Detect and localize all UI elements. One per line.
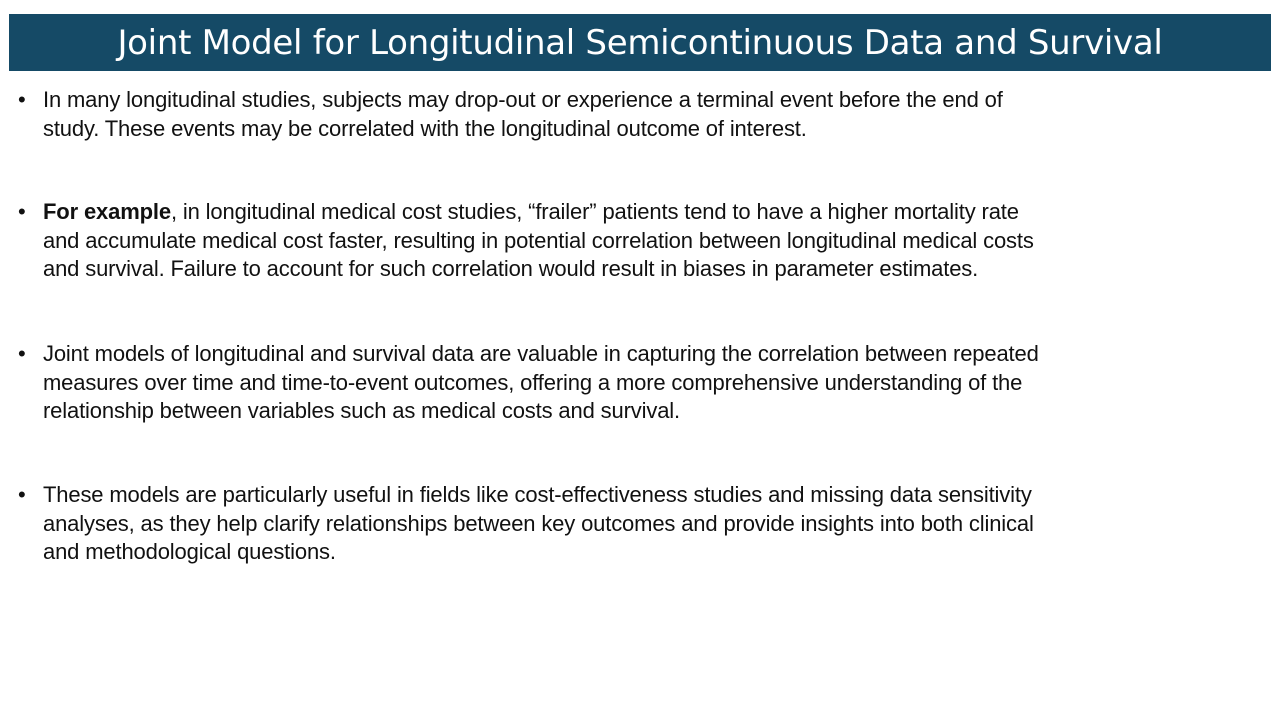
- title-bar: Joint Model for Longitudinal Semicontinu…: [9, 14, 1271, 71]
- bullet-line: Joint models of longitudinal and surviva…: [43, 341, 1039, 366]
- bullet-line: and methodological questions.: [43, 539, 336, 564]
- bullet-line: These models are particularly useful in …: [43, 482, 1032, 507]
- bullet-marker: •: [18, 341, 26, 366]
- bullet-text: Joint models of longitudinal and surviva…: [43, 340, 1268, 426]
- bullet-text: In many longitudinal studies, subjects m…: [43, 86, 1268, 143]
- bullet-line: measures over time and time-to-event out…: [43, 369, 1023, 395]
- bullet-line-rest: , in longitudinal medical cost studies, …: [170, 199, 1019, 224]
- slide-title: Joint Model for Longitudinal Semicontinu…: [117, 22, 1163, 63]
- bullet-marker: •: [18, 482, 26, 507]
- bullet-line: For example, in longitudinal medical cos…: [43, 198, 1268, 227]
- bullet-line: and survival. Failure to account for suc…: [43, 256, 979, 281]
- bullet-marker: •: [18, 199, 26, 224]
- bold-lead-text: For example: [43, 199, 171, 224]
- bullet-marker: •: [18, 87, 26, 112]
- bullet-line: analyses, as they help clarify relations…: [43, 510, 1034, 536]
- bullet-text: These models are particularly useful in …: [43, 481, 1268, 567]
- bullet-line: In many longitudinal studies, subjects m…: [43, 87, 1003, 112]
- bullet-line: relationship between variables such as m…: [43, 398, 680, 423]
- bullet-line: study. These events may be correlated wi…: [43, 115, 807, 141]
- bullet-text: For example, in longitudinal medical cos…: [43, 198, 1268, 284]
- bullet-line: and accumulate medical cost faster, resu…: [43, 227, 1034, 253]
